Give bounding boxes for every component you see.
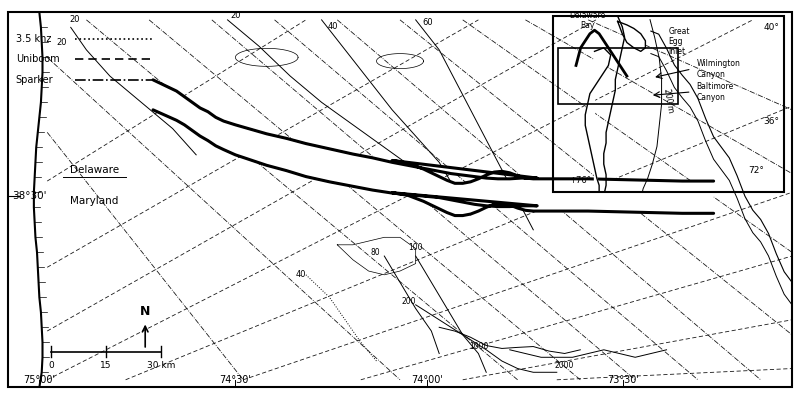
Text: 40°: 40° <box>764 23 779 32</box>
Text: 40: 40 <box>295 270 306 279</box>
Text: 73°30': 73°30' <box>607 375 639 385</box>
Text: 15: 15 <box>100 361 112 370</box>
Text: 38°30': 38°30' <box>12 191 46 201</box>
Text: 74°30': 74°30' <box>219 375 251 385</box>
Text: ↑76°: ↑76° <box>570 176 591 185</box>
Text: 60: 60 <box>422 19 433 27</box>
Text: Maryland: Maryland <box>70 196 118 206</box>
Text: Baltimore
Canyon: Baltimore Canyon <box>696 82 734 102</box>
Text: 30 km: 30 km <box>146 361 175 370</box>
Text: Delaware: Delaware <box>70 166 119 176</box>
Polygon shape <box>618 21 646 52</box>
Text: 3.5 khz: 3.5 khz <box>16 34 51 44</box>
Text: 36°: 36° <box>763 117 779 126</box>
Text: 80: 80 <box>370 248 381 257</box>
Polygon shape <box>586 48 610 210</box>
Text: 20: 20 <box>56 38 67 47</box>
Text: 20: 20 <box>230 11 241 20</box>
Text: Great
Egg
Inlet: Great Egg Inlet <box>669 27 690 56</box>
Text: 20: 20 <box>70 14 80 23</box>
Text: 100: 100 <box>409 243 423 252</box>
Text: 2000: 2000 <box>555 361 574 370</box>
Text: 200 m: 200 m <box>662 88 675 113</box>
Text: Uniboom: Uniboom <box>16 54 59 64</box>
Text: 0: 0 <box>48 361 54 370</box>
Text: 72°: 72° <box>749 166 764 175</box>
Text: 200: 200 <box>401 297 416 306</box>
Text: Sparker: Sparker <box>16 75 54 85</box>
Text: 1000: 1000 <box>469 342 488 351</box>
Polygon shape <box>153 80 714 215</box>
Text: 40: 40 <box>328 22 338 31</box>
Text: 74°00': 74°00' <box>411 375 443 385</box>
Text: Wilmington
Canyon: Wilmington Canyon <box>696 59 740 79</box>
Text: Delaware
Bay: Delaware Bay <box>570 11 606 30</box>
Bar <box>558 48 678 104</box>
Text: N: N <box>140 305 150 318</box>
Text: 75°00': 75°00' <box>23 375 55 385</box>
